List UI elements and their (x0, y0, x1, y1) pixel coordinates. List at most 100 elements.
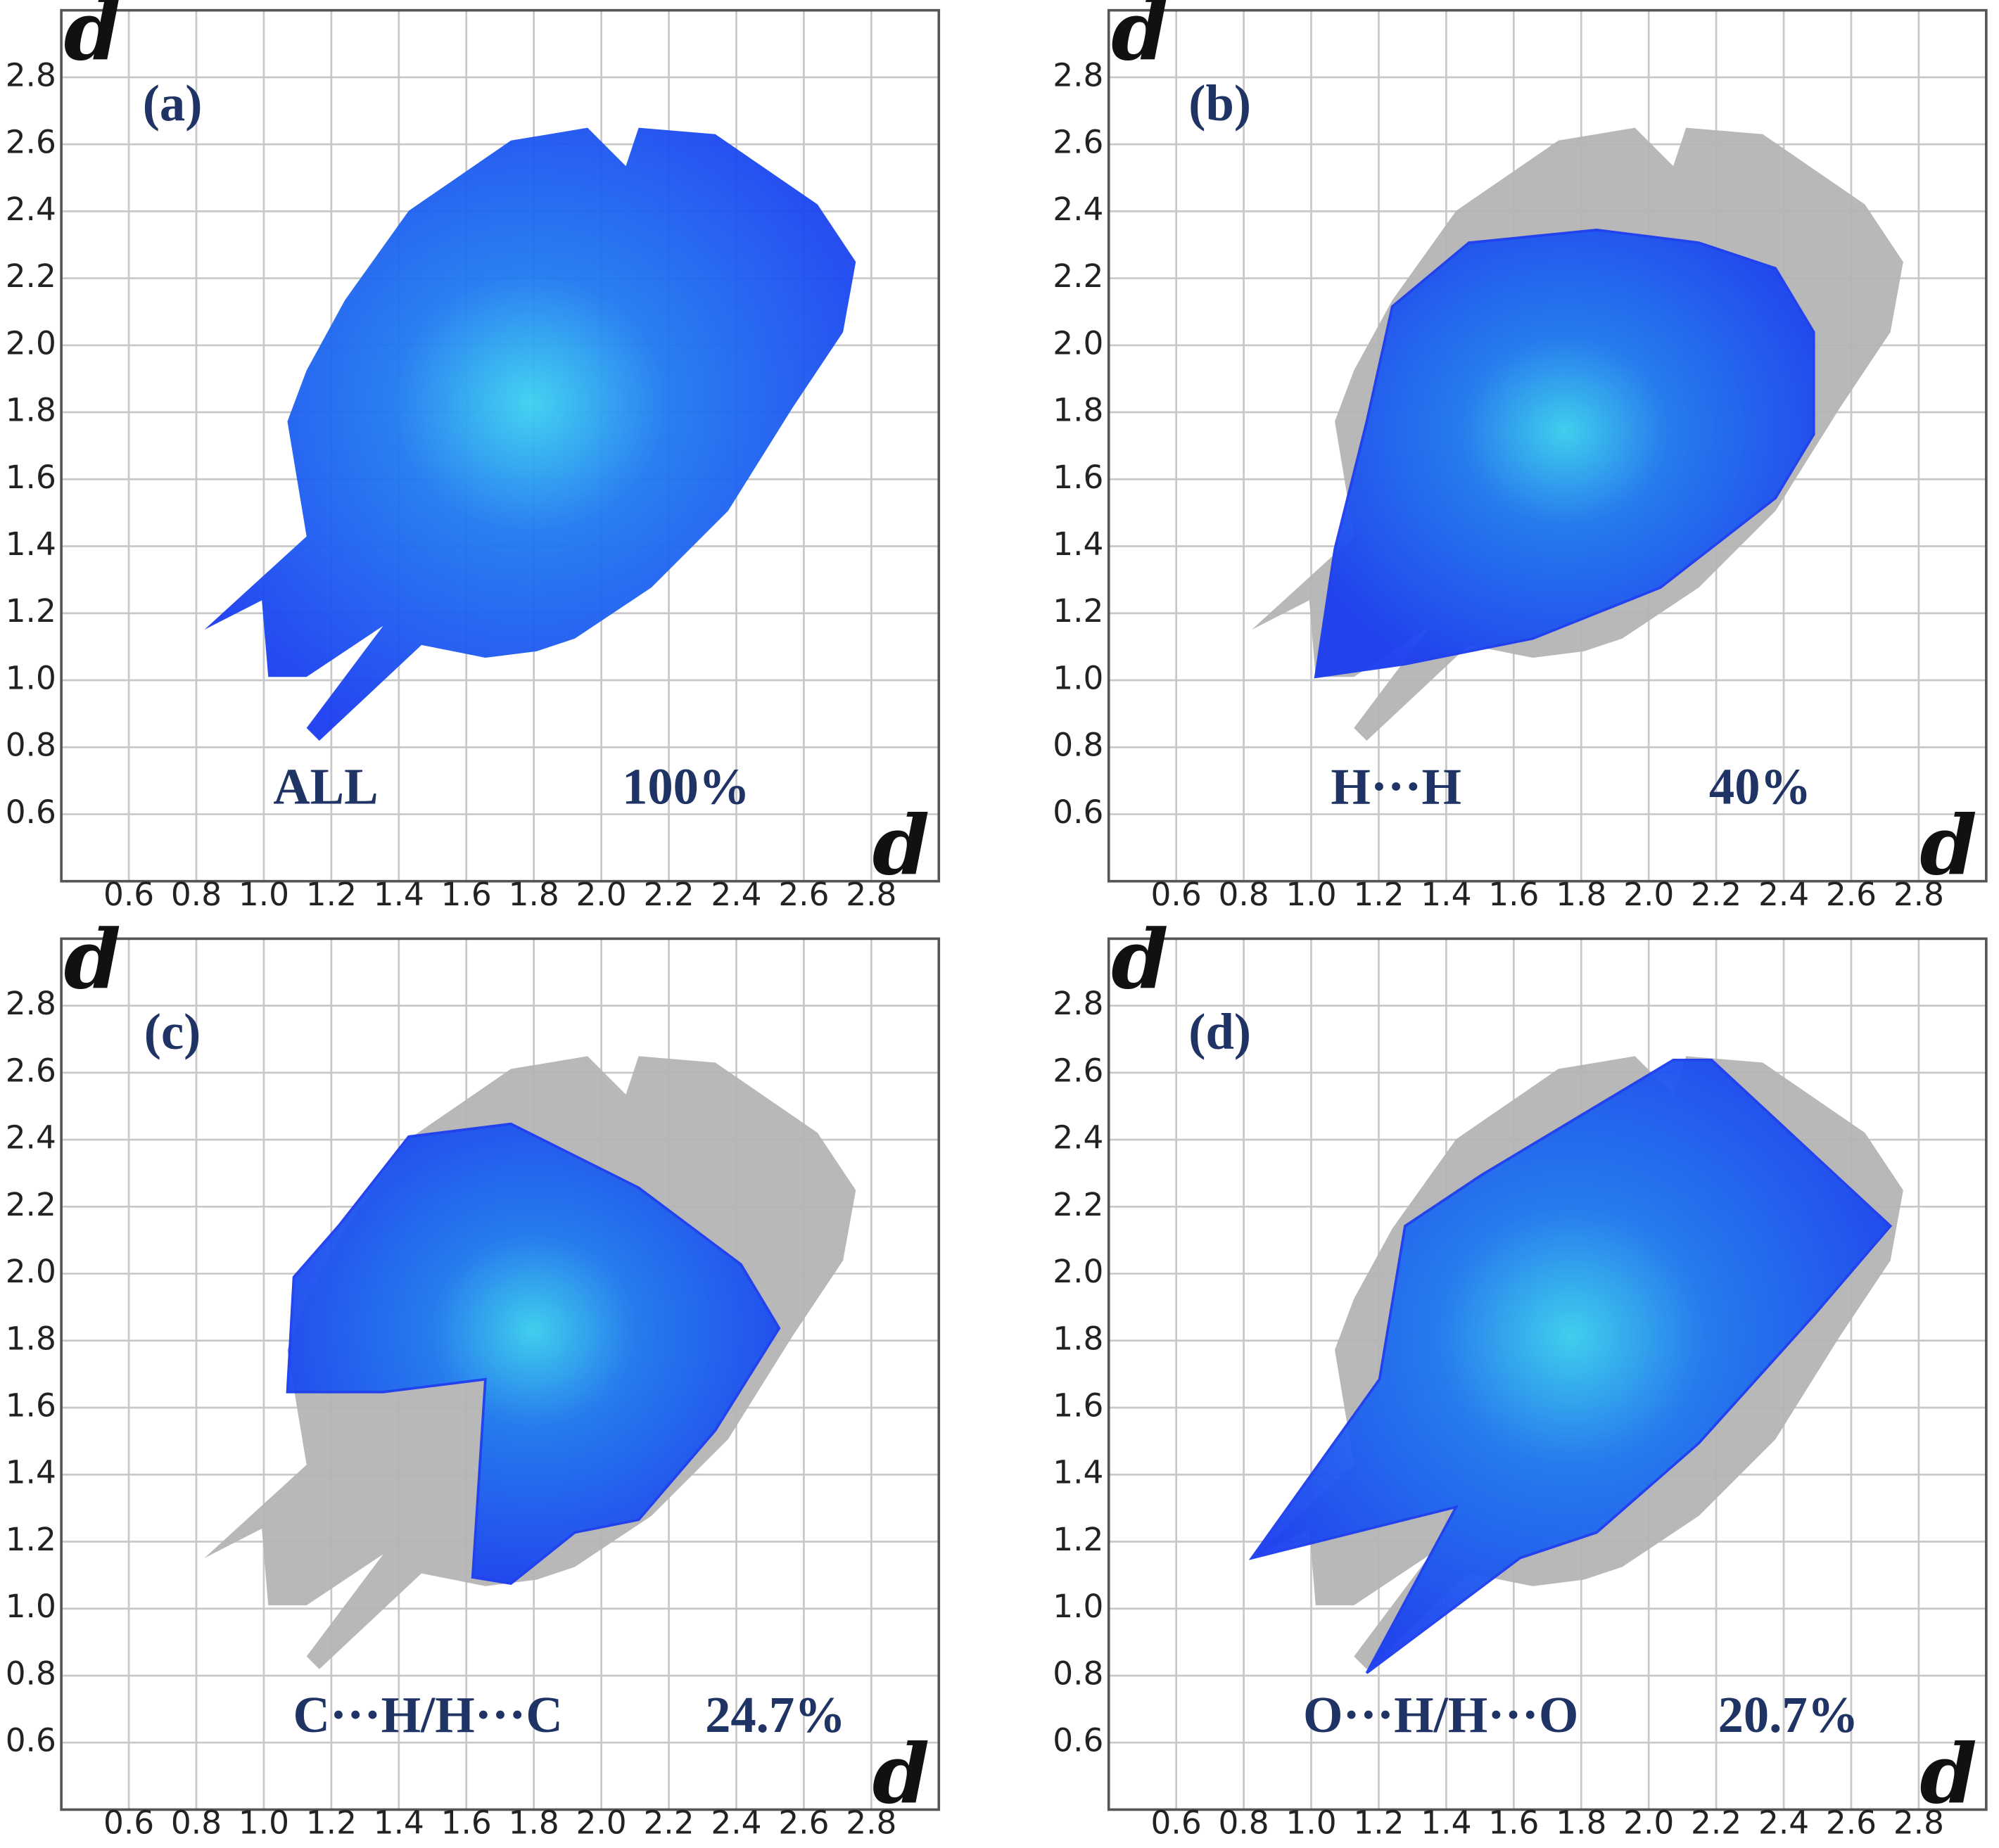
x-tick-label: 2.4 (1758, 1804, 1809, 1842)
x-tick-label: 1.4 (1421, 1804, 1471, 1842)
fingerprint-cloud (204, 127, 856, 741)
y-tick-label: 1.2 (1053, 592, 1103, 630)
fingerprint-subset (1248, 1059, 1893, 1674)
panel-label: (a) (143, 75, 203, 132)
plot-frame (60, 937, 941, 1811)
x-tick-label: 1.6 (1488, 1804, 1539, 1842)
panel-content: 0.60.81.01.21.41.61.82.02.22.42.62.8 dd(b… (1053, 0, 1988, 894)
x-tick-label: 2.6 (778, 1804, 829, 1842)
panel-content: 0.60.81.01.21.41.61.82.02.22.42.62.8 dd(d… (1053, 912, 1988, 1822)
fingerprint-subset (286, 1122, 781, 1586)
x-tick-label: 1.2 (306, 1804, 357, 1842)
x-tick-label: 1.4 (374, 876, 424, 913)
y-axis-label: d (1111, 912, 1168, 1007)
y-tick-label: 1.6 (1053, 1387, 1103, 1425)
plot-frame (1107, 8, 1988, 883)
x-tick-label: 0.8 (1218, 1804, 1269, 1842)
x-axis-label: d (872, 798, 929, 894)
y-tick-label: 1.2 (1053, 1521, 1103, 1558)
x-tick-label: 1.4 (374, 1804, 424, 1842)
x-tick-label: 0.6 (103, 876, 154, 913)
y-tick-label: 2.6 (1053, 124, 1103, 161)
x-tick-label: 2.8 (1893, 1804, 1944, 1842)
x-tick-label: 2.0 (576, 1804, 627, 1842)
y-tick-label: 1.2 (6, 592, 56, 630)
panel: 0.60.81.01.21.41.61.82.02.22.42.62.8 dd(a… (6, 0, 941, 894)
x-tick-label: 1.8 (509, 1804, 559, 1842)
contact-label: C···H/H···C (293, 1686, 562, 1743)
y-tick-label: 1.8 (1053, 1320, 1103, 1357)
x-axis-label: d (1919, 798, 1976, 894)
y-tick-label: 1.2 (6, 1521, 56, 1558)
y-tick-label: 2.6 (6, 1052, 56, 1089)
y-tick-label: 1.8 (1053, 392, 1103, 429)
panel: 0.60.81.01.21.41.61.82.02.22.42.62.8 dd(b… (1053, 0, 1988, 894)
y-tick-label: 0.8 (6, 1655, 56, 1692)
y-tick-label: 2.4 (1053, 1119, 1103, 1156)
y-axis-label: d (64, 912, 121, 1007)
panel-content: 0.60.81.01.21.41.61.82.02.22.42.62.8 dd(c… (6, 912, 941, 1822)
y-tick-label: 1.6 (6, 459, 56, 496)
x-tick-label: 1.6 (1488, 876, 1539, 913)
y-tick-label: 2.0 (1053, 1253, 1103, 1290)
y-tick-label: 1.0 (1053, 659, 1103, 696)
y-tick-label: 2.8 (6, 56, 56, 94)
x-tick-label: 2.4 (711, 1804, 761, 1842)
x-tick-label: 1.8 (1556, 876, 1606, 913)
y-tick-label: 0.8 (1053, 727, 1103, 764)
percentage-label: 24.7% (705, 1686, 846, 1743)
x-axis-label: d (1919, 1726, 1976, 1822)
y-tick-label: 2.8 (1053, 985, 1103, 1022)
y-tick-label: 1.4 (6, 1454, 56, 1491)
y-tick-label: 0.6 (1053, 794, 1103, 831)
y-tick-label: 0.8 (6, 727, 56, 764)
contact-label: O···H/H···O (1303, 1686, 1578, 1743)
x-tick-label: 1.2 (306, 876, 357, 913)
y-tick-label: 2.2 (6, 1186, 56, 1223)
y-tick-label: 1.4 (6, 525, 56, 563)
y-tick-label: 2.6 (1053, 1052, 1103, 1089)
x-tick-label: 2.6 (778, 876, 829, 913)
panel-label: (b) (1188, 75, 1251, 132)
y-tick-label: 1.6 (6, 1387, 56, 1425)
y-tick-label: 2.0 (6, 324, 56, 362)
x-tick-label: 1.2 (1353, 876, 1404, 913)
x-tick-label: 1.0 (239, 876, 289, 913)
x-tick-label: 1.2 (1353, 1804, 1404, 1842)
x-tick-label: 2.8 (846, 876, 896, 913)
x-tick-label: 1.4 (1421, 876, 1471, 913)
x-tick-label: 2.4 (711, 876, 761, 913)
y-tick-label: 1.0 (1053, 1588, 1103, 1625)
x-tick-label: 2.2 (1691, 1804, 1741, 1842)
contact-label: H···H (1331, 758, 1461, 815)
x-tick-label: 2.2 (643, 1804, 694, 1842)
y-tick-label: 2.2 (1053, 257, 1103, 295)
x-tick-label: 2.8 (846, 1804, 896, 1842)
x-tick-label: 0.8 (171, 1804, 222, 1842)
y-tick-label: 2.2 (6, 257, 56, 295)
x-axis-label: d (872, 1726, 929, 1822)
plot-frame (1107, 937, 1988, 1811)
y-tick-label: 2.8 (6, 985, 56, 1022)
contact-label: ALL (273, 758, 378, 815)
y-tick-label: 0.8 (1053, 1655, 1103, 1692)
y-axis-label: d (64, 0, 121, 79)
y-tick-label: 1.4 (1053, 525, 1103, 563)
x-tick-label: 2.0 (1623, 1804, 1674, 1842)
percentage-label: 20.7% (1718, 1686, 1859, 1743)
x-tick-label: 1.6 (441, 876, 492, 913)
percentage-label: 40% (1709, 758, 1811, 815)
y-tick-label: 1.8 (6, 392, 56, 429)
panel: 0.60.81.01.21.41.61.82.02.22.42.62.8 dd(d… (1053, 912, 1988, 1822)
x-tick-label: 0.6 (103, 1804, 154, 1842)
x-tick-label: 0.8 (1218, 876, 1269, 913)
y-tick-label: 1.0 (6, 1588, 56, 1625)
panel: 0.60.81.01.21.41.61.82.02.22.42.62.8 dd(c… (6, 912, 941, 1822)
panel-label: (c) (144, 1003, 201, 1060)
y-tick-label: 2.2 (1053, 1186, 1103, 1223)
panel-content: 0.60.81.01.21.41.61.82.02.22.42.62.8 dd(a… (6, 0, 941, 894)
x-tick-label: 0.6 (1151, 876, 1202, 913)
y-tick-label: 2.4 (6, 191, 56, 228)
x-tick-label: 1.0 (1286, 1804, 1336, 1842)
